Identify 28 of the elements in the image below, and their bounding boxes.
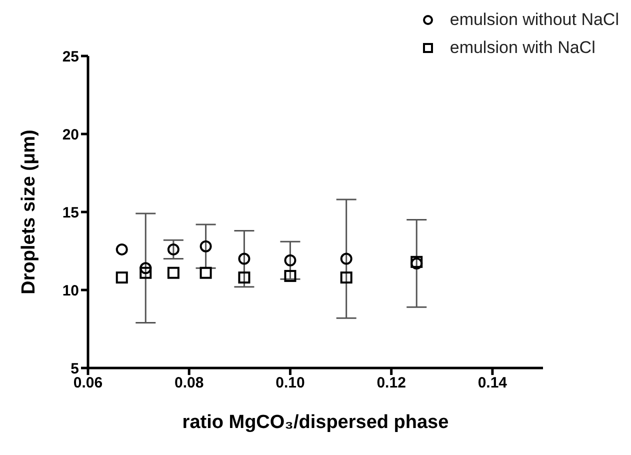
y-axis-title: Droplets size (μm) [18,130,40,294]
point [340,252,352,265]
legend-label: emulsion with NaCl [450,38,596,58]
legend-label: emulsion without NaCl [450,10,619,30]
x-tick-label: 0.14 [478,374,508,392]
y-tick-label: 15 [62,204,79,222]
point [167,243,180,256]
point [167,266,180,279]
point [284,270,296,282]
y-tick-label: 5 [70,360,79,378]
x-axis-title: ratio MgCO₃/dispersed phase [182,412,449,433]
point [284,254,296,266]
point [116,243,128,256]
x-tick-label: 0.08 [174,374,204,392]
point [200,266,212,279]
y-tick-label: 20 [62,126,79,144]
point [340,272,352,284]
x-tick-label: 0.10 [276,374,305,392]
y-tick-label: 10 [62,282,79,300]
y-tick-label: 25 [62,48,79,66]
point [238,272,250,284]
point [140,262,152,274]
point [200,240,212,252]
point [238,252,250,265]
point [116,272,128,284]
x-tick-label: 0.06 [73,374,103,392]
x-tick-label: 0.12 [376,374,406,392]
point [140,266,152,279]
